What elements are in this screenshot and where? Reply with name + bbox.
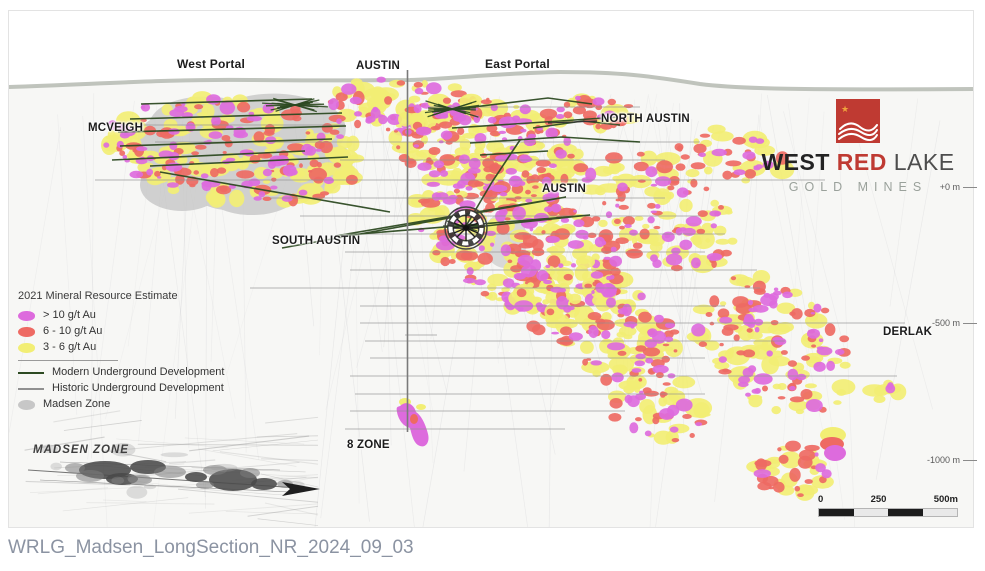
elevation-tick <box>963 322 977 324</box>
legend-item-label: 6 - 10 g/t Au <box>43 325 103 337</box>
label-derlak: DERLAK <box>883 326 933 338</box>
elevation-mark-500m: -500 m <box>932 318 977 328</box>
modern-development-swatch-icon <box>18 371 44 374</box>
legend: 2021 Mineral Resource Estimate > 10 g/t … <box>18 291 224 415</box>
elevation-label: -1000 m <box>926 455 960 465</box>
legend-item-label: Madsen Zone <box>43 398 111 410</box>
scale-label-250: 250 <box>870 494 887 505</box>
legend-title: 2021 Mineral Resource Estimate <box>18 290 178 302</box>
label-eight-zone: 8 ZONE <box>347 439 390 451</box>
scale-label-0: 0 <box>818 494 824 505</box>
label-west-portal: West Portal <box>177 57 245 71</box>
scale-segment <box>853 509 888 516</box>
scale-segment <box>922 509 957 516</box>
elevation-label: -500 m <box>931 318 960 328</box>
north-austin-pointer <box>547 120 598 124</box>
figure-caption: WRLG_Madsen_LongSection_NR_2024_09_03 <box>8 537 414 558</box>
elevation-tick <box>963 186 977 188</box>
scale-bar-labels: 0 250 500m <box>818 494 958 505</box>
legend-item-high-grade: > 10 g/t Au <box>18 310 224 321</box>
logo-mark-icon: ★ <box>836 99 880 143</box>
west-red-lake-logo: ★ WEST RED LAKE GOLD MINES <box>758 99 958 194</box>
scale-bar: 0 250 500m <box>818 494 958 517</box>
logo-word-red: RED <box>836 149 887 175</box>
mid-grade-swatch-icon <box>18 326 35 337</box>
scale-label-500m: 500m <box>933 494 958 505</box>
legend-divider <box>18 360 118 361</box>
legend-item-label: Modern Underground Development <box>52 366 225 378</box>
scale-bar-segments <box>818 508 958 517</box>
figure-border <box>8 10 974 528</box>
label-madsen-zone-inset: MADSEN ZONE <box>33 444 129 456</box>
elevation-tick <box>963 459 977 461</box>
legend-item-mid-grade: 6 - 10 g/t Au <box>18 326 224 337</box>
historic-development-swatch-icon <box>18 387 44 390</box>
surface-line <box>9 69 973 92</box>
label-south-austin: SOUTH AUSTIN <box>272 235 361 247</box>
label-austin-mid: AUSTIN <box>542 183 587 195</box>
elevation-mark-0m: +0 m <box>940 182 977 192</box>
label-east-portal: East Portal <box>485 57 550 71</box>
legend-item-modern-dev: Modern Underground Development <box>18 367 224 378</box>
logo-subtitle: GOLD MINES <box>788 180 928 194</box>
logo-word-lake: LAKE <box>893 149 955 175</box>
label-austin-top: AUSTIN <box>356 60 401 72</box>
legend-item-label: 3 - 6 g/t Au <box>43 341 97 353</box>
low-grade-swatch-icon <box>18 342 35 353</box>
high-grade-swatch-icon <box>18 310 35 321</box>
logo-word-west: WEST <box>761 149 830 175</box>
madsen-zone-swatch-icon <box>18 399 35 410</box>
label-mcveigh: MCVEIGH <box>88 122 144 134</box>
label-north-austin: NORTH AUSTIN <box>601 113 690 125</box>
scale-segment <box>819 509 854 516</box>
legend-item-historic-dev: Historic Underground Development <box>18 383 224 394</box>
logo-wordmark: WEST RED LAKE <box>758 149 958 176</box>
legend-item-label: Historic Underground Development <box>52 382 224 394</box>
legend-item-low-grade: 3 - 6 g/t Au <box>18 342 224 353</box>
elevation-mark-1000m: -1000 m <box>927 455 977 465</box>
scale-segment <box>888 509 923 516</box>
legend-item-label: > 10 g/t Au <box>43 309 96 321</box>
elevation-label: +0 m <box>939 182 960 192</box>
legend-item-madsen-zone: Madsen Zone <box>18 399 224 410</box>
madsen-zone-inset-map <box>24 410 320 526</box>
shaft-symbol-icon <box>444 206 488 250</box>
historic-development-lines <box>95 106 905 430</box>
logo-star-icon: ★ <box>841 104 849 114</box>
